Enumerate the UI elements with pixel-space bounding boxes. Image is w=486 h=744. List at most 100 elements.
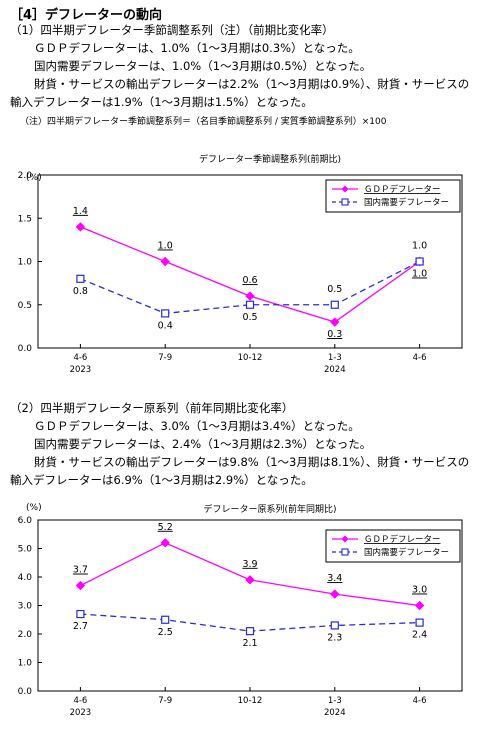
data-label: 1.4	[73, 206, 88, 217]
legend-label: ＧＤＰデフレーター	[364, 534, 441, 545]
part2-heading: （2）四半期デフレーター原系列（前年同期比変化率）	[10, 401, 294, 415]
data-label: 0.4	[158, 320, 173, 331]
part2-line-import: 輸入デフレーターは6.9%（1～3月期は2.9%）となった。	[10, 473, 313, 487]
y-tick-label: 1.5	[18, 214, 32, 224]
chart-2: デフレーター原系列(前年同期比) (%) 0.0 1.0 2.0 3.0 4.0 5.0 6.0…	[18, 503, 463, 718]
data-point-gdp	[414, 600, 425, 611]
data-point-domestic	[76, 609, 85, 619]
y-tick-label: 0.0	[18, 687, 33, 697]
legend-label: 国内需要デフレーター	[364, 547, 449, 558]
data-point-gdp	[75, 222, 86, 232]
data-label: 2.3	[327, 632, 342, 643]
series-line-2	[80, 613, 420, 632]
data-point-gdp	[330, 589, 340, 599]
part1-line-domestic: 国内需要デフレーターは、1.0%（1～3月期は0.5%）となった。	[34, 59, 372, 73]
data-label: 3.4	[327, 573, 342, 584]
x-tick-label: 10-12	[238, 353, 263, 363]
data-point-gdp	[414, 256, 425, 267]
data-label: 1.0	[412, 241, 427, 252]
data-label: 3.7	[73, 565, 88, 576]
y-tick-label: 3.0	[18, 602, 33, 612]
y-axis-unit: (%)	[26, 503, 42, 513]
data-label: 0.6	[242, 275, 257, 286]
data-label: 1.0	[158, 241, 173, 252]
data-point-domestic	[76, 274, 85, 283]
x-tick-label: 1-3	[328, 696, 342, 706]
part2-line-export: 財貨・サービスの輸出デフレーターは9.8%（1～3月期は8.1%）、財貨・サービ…	[34, 455, 470, 469]
legend-marker	[341, 185, 349, 193]
data-point-domestic	[330, 621, 339, 630]
section-title: ［4］デフレーターの動向	[10, 8, 163, 23]
series-line-1	[80, 542, 420, 607]
y-tick-label: 2.0	[18, 171, 33, 181]
data-point-domestic	[415, 618, 424, 627]
y-tick-label: 1.0	[18, 659, 33, 669]
y-tick-label: 6.0	[18, 516, 33, 526]
data-point-domestic	[161, 615, 170, 624]
data-point-gdp	[245, 291, 255, 301]
plot-frame	[37, 519, 463, 692]
y-tick-label: 2.0	[18, 630, 33, 640]
data-point-domestic	[245, 627, 255, 636]
legend-box	[325, 179, 461, 213]
x-tick-label: 4-6	[413, 696, 427, 706]
x-tick-label: 1-3	[328, 353, 342, 363]
x-year-label: 2023	[70, 708, 92, 718]
y-axis-unit: (%)	[26, 173, 42, 183]
legend-label: ＧＤＰデフレーター	[364, 184, 441, 195]
part1-line-export: 財貨・サービスの輸出デフレーターは2.2%（1～3月期は0.9%）、財貨・サービ…	[34, 77, 470, 91]
y-tick-label: 5.0	[18, 545, 33, 555]
part2-line-domestic: 国内需要デフレーターは、2.4%（1～3月期は2.3%）となった。	[34, 437, 372, 451]
x-tick-label: 7-9	[158, 353, 172, 363]
series-line-2	[80, 260, 420, 315]
y-tick-label: 0.0	[18, 344, 33, 354]
data-label: 2.5	[158, 627, 173, 638]
x-year-label: 2024	[324, 708, 346, 718]
data-point-domestic	[245, 300, 255, 309]
part1-line-gdp: ＧＤＰデフレーターは、1.0%（1～3月期は0.3%）となった。	[34, 41, 360, 55]
x-tick-label: 4-6	[73, 353, 87, 363]
y-tick-label: 1.0	[18, 258, 33, 268]
data-label: 2.1	[242, 638, 257, 649]
legend-marker	[341, 535, 349, 543]
x-tick-label: 7-9	[158, 696, 172, 706]
legend-label: 国内需要デフレーター	[364, 197, 449, 208]
chart-title: デフレーター原系列(前年同期比)	[203, 503, 336, 515]
x-tick-label: 10-12	[238, 696, 263, 706]
legend-box	[325, 529, 461, 563]
x-tick-label: 4-6	[73, 696, 87, 706]
data-label: 0.5	[327, 284, 342, 295]
plot-frame	[37, 174, 463, 349]
chart-1: デフレーター季節調整系列(前期比) (%) 0.0 0.5 1.0 1.5 2.0 4-6 20…	[18, 153, 463, 375]
part1-heading: （1）四半期デフレーター季節調整系列（注）（前期比変化率）	[10, 23, 334, 37]
data-point-gdp	[160, 538, 170, 548]
y-tick-label: 4.0	[18, 573, 33, 583]
part2-line-gdp: ＧＤＰデフレーターは、3.0%（1～3月期は3.4%）となった。	[34, 419, 360, 433]
data-point-domestic	[330, 300, 339, 309]
part1-line-import: 輸入デフレーターは1.9%（1～3月期は1.5%）となった。	[10, 95, 313, 109]
data-label: 0.8	[73, 286, 88, 297]
data-label: 3.9	[242, 559, 257, 570]
data-label: 0.3	[327, 329, 342, 340]
data-label: 1.0	[412, 269, 427, 280]
data-point-gdp	[330, 317, 340, 327]
legend-marker	[341, 548, 349, 556]
part1-note: （注）四半期デフレーター季節調整系列＝（名目季節調整系列 / 実質季節調整系列）…	[20, 117, 387, 127]
series-line-1	[80, 226, 420, 323]
y-tick-label: 0.5	[18, 301, 32, 311]
data-label: 5.2	[158, 522, 173, 533]
x-year-label: 2024	[324, 365, 346, 375]
data-label: 2.7	[73, 621, 88, 632]
data-label: 2.4	[412, 630, 427, 641]
data-point-gdp	[160, 256, 170, 267]
chart-title: デフレーター季節調整系列(前期比)	[199, 153, 341, 165]
data-label: 3.0	[412, 585, 427, 596]
x-tick-label: 4-6	[413, 353, 427, 363]
legend-marker	[341, 198, 349, 206]
data-point-gdp	[75, 580, 86, 591]
data-label: 0.5	[242, 312, 257, 323]
data-point-domestic	[161, 309, 170, 318]
